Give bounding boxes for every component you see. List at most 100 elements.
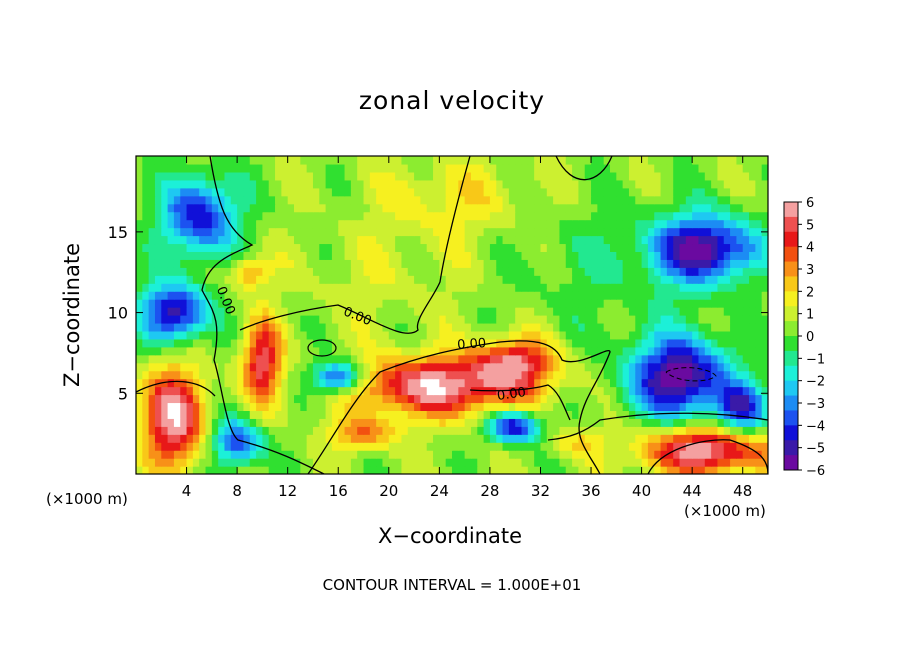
- heatmap-cell: [407, 243, 415, 252]
- heatmap-cell: [180, 378, 188, 388]
- heatmap-cell: [711, 346, 719, 356]
- heatmap-cell: [262, 466, 270, 474]
- heatmap-cell: [224, 171, 232, 181]
- heatmap-cell: [167, 402, 175, 411]
- heatmap-cell: [622, 251, 630, 260]
- heatmap-cell: [470, 410, 478, 419]
- heatmap-cell: [167, 203, 175, 213]
- heatmap-cell: [641, 267, 649, 276]
- heatmap-cell: [154, 219, 162, 229]
- heatmap-cell: [407, 156, 415, 165]
- heatmap-cell: [256, 378, 263, 388]
- heatmap-cell: [439, 171, 447, 181]
- heatmap-cell: [275, 156, 282, 165]
- heatmap-cell: [312, 315, 320, 324]
- heatmap-cell: [230, 338, 238, 348]
- heatmap-cell: [237, 283, 245, 292]
- heatmap-cell: [540, 378, 548, 388]
- heatmap-cell: [628, 315, 636, 324]
- heatmap-cell: [647, 386, 655, 396]
- heatmap-cell: [256, 426, 263, 435]
- heatmap-cell: [167, 354, 175, 364]
- heatmap-cell: [439, 370, 447, 380]
- heatmap-cell: [534, 426, 542, 435]
- heatmap-cell: [344, 466, 352, 474]
- heatmap-cell: [136, 402, 143, 411]
- heatmap-cell: [312, 299, 320, 308]
- heatmap-cell: [224, 338, 232, 348]
- heatmap-cell: [742, 156, 750, 165]
- heatmap-cell: [723, 179, 731, 189]
- heatmap-cell: [256, 466, 263, 474]
- heatmap-cell: [395, 442, 403, 451]
- heatmap-cell: [205, 338, 213, 348]
- heatmap-cell: [414, 370, 421, 380]
- heatmap-cell: [294, 315, 301, 324]
- heatmap-cell: [439, 219, 447, 229]
- heatmap-cell: [154, 203, 162, 213]
- heatmap-cell: [256, 211, 263, 221]
- heatmap-cell: [199, 251, 207, 260]
- heatmap-cell: [350, 442, 358, 451]
- heatmap-cell: [426, 299, 434, 308]
- colorbar-tick-label: −3: [806, 397, 825, 412]
- heatmap-cell: [382, 307, 390, 316]
- heatmap-cell: [483, 243, 491, 252]
- heatmap-cell: [749, 291, 756, 300]
- heatmap-cell: [439, 187, 447, 197]
- heatmap-cell: [268, 259, 276, 268]
- heatmap-cell: [673, 203, 681, 213]
- heatmap-cell: [654, 195, 662, 205]
- heatmap-cell: [622, 315, 630, 324]
- heatmap-cell: [591, 410, 598, 419]
- colorbar-segment: [784, 365, 798, 382]
- heatmap-cell: [287, 219, 295, 229]
- heatmap-cell: [445, 259, 453, 268]
- heatmap-cell: [420, 163, 428, 173]
- heatmap-cell: [407, 434, 415, 443]
- heatmap-cell: [161, 283, 169, 292]
- heatmap-cell: [502, 195, 510, 205]
- heatmap-cell: [527, 227, 535, 237]
- heatmap-cell: [325, 442, 333, 451]
- heatmap-cell: [382, 156, 390, 165]
- heatmap-cell: [401, 283, 409, 292]
- heatmap-cell: [420, 243, 428, 252]
- heatmap-cell: [294, 251, 301, 260]
- heatmap-cell: [553, 426, 561, 435]
- heatmap-cell: [306, 283, 314, 292]
- heatmap-cell: [698, 458, 706, 467]
- heatmap-cell: [572, 315, 579, 324]
- heatmap-cell: [388, 426, 396, 435]
- heatmap-cell: [350, 362, 358, 372]
- heatmap-cell: [717, 338, 725, 348]
- heatmap-cell: [603, 267, 611, 276]
- heatmap-cell: [553, 402, 561, 411]
- heatmap-cell: [180, 283, 188, 292]
- heatmap-cell: [388, 322, 396, 332]
- heatmap-cell: [572, 243, 579, 252]
- heatmap-cell: [673, 434, 681, 443]
- heatmap-cell: [628, 434, 636, 443]
- heatmap-cell: [414, 394, 421, 404]
- heatmap-cell: [508, 354, 516, 364]
- heatmap-cell: [502, 171, 510, 181]
- heatmap-cell: [192, 370, 200, 380]
- heatmap-cell: [736, 410, 744, 419]
- heatmap-cell: [407, 259, 415, 268]
- heatmap-cell: [477, 171, 485, 181]
- heatmap-cell: [192, 418, 200, 427]
- heatmap-cell: [205, 346, 213, 356]
- heatmap-cell: [527, 362, 535, 372]
- heatmap-cell: [534, 330, 542, 340]
- heatmap-cell: [199, 275, 207, 284]
- heatmap-cell: [420, 275, 428, 284]
- heatmap-cell: [559, 410, 567, 419]
- heatmap-cell: [262, 291, 270, 300]
- heatmap-cell: [635, 450, 643, 459]
- heatmap-cell: [704, 362, 712, 372]
- heatmap-cell: [199, 315, 207, 324]
- heatmap-cell: [527, 307, 535, 316]
- heatmap-cell: [559, 179, 567, 189]
- heatmap-cell: [679, 299, 687, 308]
